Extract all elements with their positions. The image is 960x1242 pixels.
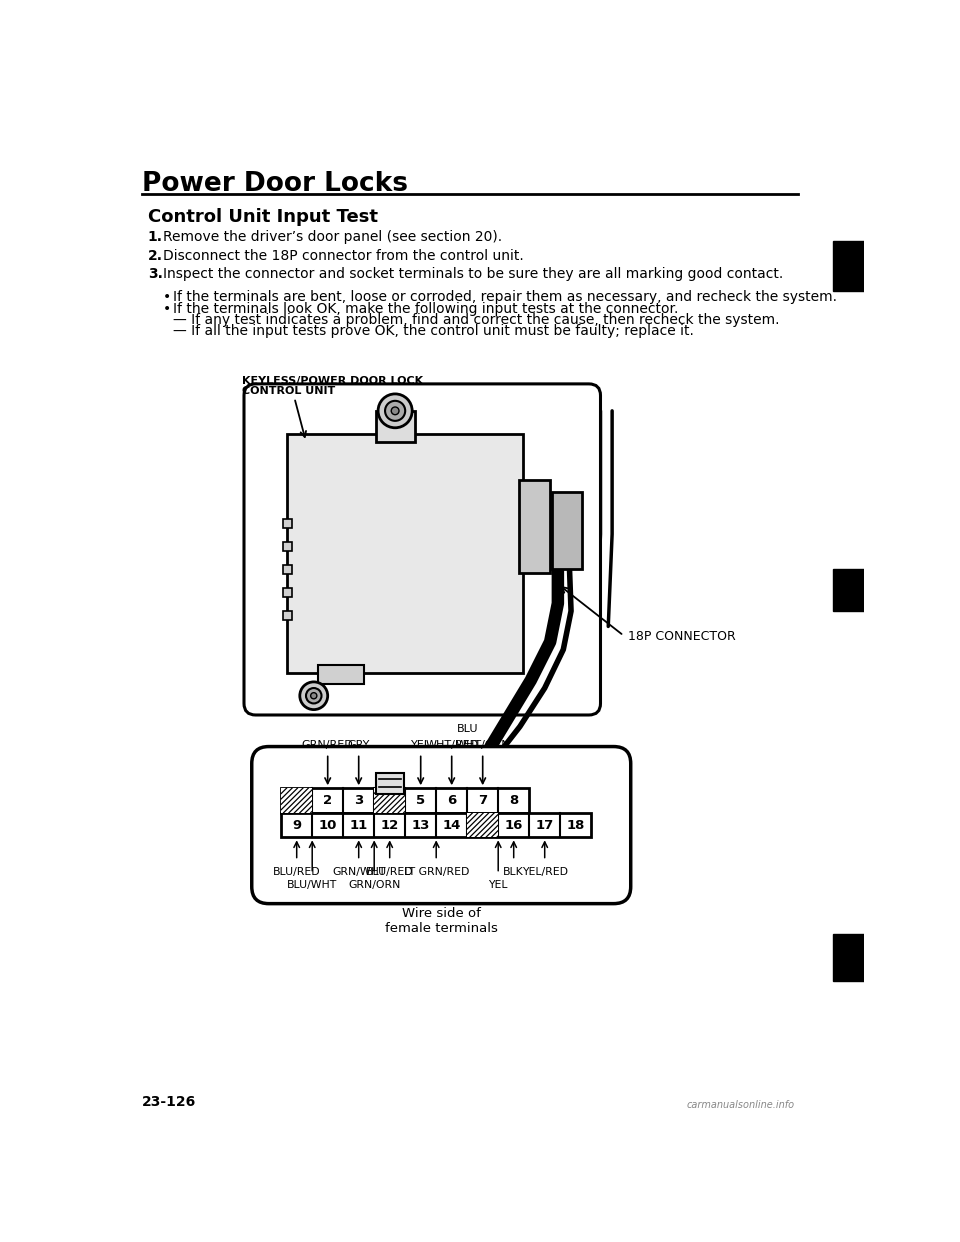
Text: KEYLESS/POWER DOOR LOCK: KEYLESS/POWER DOOR LOCK [243, 376, 423, 386]
Text: GRY: GRY [348, 740, 370, 750]
Text: BLU/RED: BLU/RED [366, 867, 414, 877]
Text: carmanualsonline.info: carmanualsonline.info [686, 1100, 794, 1110]
Text: Power Door Locks: Power Door Locks [142, 170, 408, 196]
Text: 10: 10 [319, 818, 337, 832]
Circle shape [306, 688, 322, 703]
Text: BLU/WHT: BLU/WHT [287, 879, 337, 889]
Text: BLU: BLU [456, 724, 478, 734]
Bar [833, 569, 864, 611]
Text: GRN/RED: GRN/RED [301, 740, 353, 750]
Text: Inspect the connector and socket terminals to be sure they are all marking good : Inspect the connector and socket termina… [162, 267, 782, 281]
Bar [281, 789, 529, 812]
Bar [281, 812, 591, 837]
Text: 2: 2 [324, 794, 332, 807]
Bar [519, 481, 550, 573]
Text: WHT/GRN: WHT/GRN [455, 740, 510, 750]
Bar [833, 934, 864, 981]
Bar [374, 789, 405, 812]
Circle shape [311, 693, 317, 699]
Text: 3.: 3. [148, 267, 163, 281]
Bar [287, 433, 523, 673]
Text: 17: 17 [536, 818, 554, 832]
Text: LT GRN/RED: LT GRN/RED [403, 867, 468, 877]
Text: 23-126: 23-126 [142, 1094, 196, 1109]
FancyBboxPatch shape [244, 384, 601, 715]
Text: 14: 14 [443, 818, 461, 832]
Text: WHT/RED: WHT/RED [425, 740, 478, 750]
Bar [318, 664, 364, 684]
Text: 5: 5 [416, 794, 425, 807]
Text: BLK: BLK [503, 867, 524, 877]
Text: •: • [162, 289, 171, 304]
Text: CONTROL UNIT: CONTROL UNIT [243, 386, 336, 396]
Circle shape [392, 407, 399, 415]
Bar [283, 565, 292, 574]
Text: 12: 12 [380, 818, 398, 832]
Text: If the terminals look OK, make the following input tests at the connector.: If the terminals look OK, make the follo… [173, 302, 678, 315]
Bar [375, 773, 403, 795]
Text: Control Unit Input Test: Control Unit Input Test [148, 207, 378, 226]
Text: If the terminals are bent, loose or corroded, repair them as necessary, and rech: If the terminals are bent, loose or corr… [173, 289, 837, 304]
Text: 1.: 1. [148, 230, 163, 243]
Text: Remove the driver’s door panel (see section 20).: Remove the driver’s door panel (see sect… [162, 230, 502, 243]
Bar [375, 411, 415, 442]
Bar [283, 611, 292, 620]
Text: 2.: 2. [148, 250, 163, 263]
Text: GRN/ORN: GRN/ORN [348, 879, 400, 889]
Text: 9: 9 [292, 818, 301, 832]
Text: YEL: YEL [411, 740, 431, 750]
Text: Disconnect the 18P connector from the control unit.: Disconnect the 18P connector from the co… [162, 250, 523, 263]
Text: 7: 7 [478, 794, 488, 807]
Text: 11: 11 [349, 818, 368, 832]
Text: 13: 13 [412, 818, 430, 832]
Circle shape [300, 682, 327, 709]
Text: — If any test indicates a problem, find and correct the cause, then recheck the : — If any test indicates a problem, find … [173, 313, 780, 327]
Circle shape [378, 394, 412, 427]
Text: 6: 6 [447, 794, 456, 807]
Bar [281, 789, 312, 812]
Text: YEL: YEL [489, 879, 508, 889]
Bar [283, 587, 292, 597]
Text: 16: 16 [505, 818, 523, 832]
Bar [552, 492, 582, 569]
Bar [468, 812, 498, 837]
Text: •: • [162, 302, 171, 315]
Text: GRN/WHT: GRN/WHT [332, 867, 385, 877]
Text: Wire side of
female terminals: Wire side of female terminals [385, 908, 497, 935]
Bar [833, 241, 864, 292]
Text: — If all the input tests prove OK, the control unit must be faulty; replace it.: — If all the input tests prove OK, the c… [173, 324, 693, 338]
FancyBboxPatch shape [252, 746, 631, 904]
Text: 18: 18 [566, 818, 585, 832]
Text: 3: 3 [354, 794, 363, 807]
Bar [283, 542, 292, 551]
Text: BLU/RED: BLU/RED [273, 867, 321, 877]
Text: 18P CONNECTOR: 18P CONNECTOR [629, 630, 736, 643]
Text: YEL/RED: YEL/RED [521, 867, 567, 877]
Bar [283, 519, 292, 528]
Circle shape [385, 401, 405, 421]
Text: 8: 8 [509, 794, 518, 807]
